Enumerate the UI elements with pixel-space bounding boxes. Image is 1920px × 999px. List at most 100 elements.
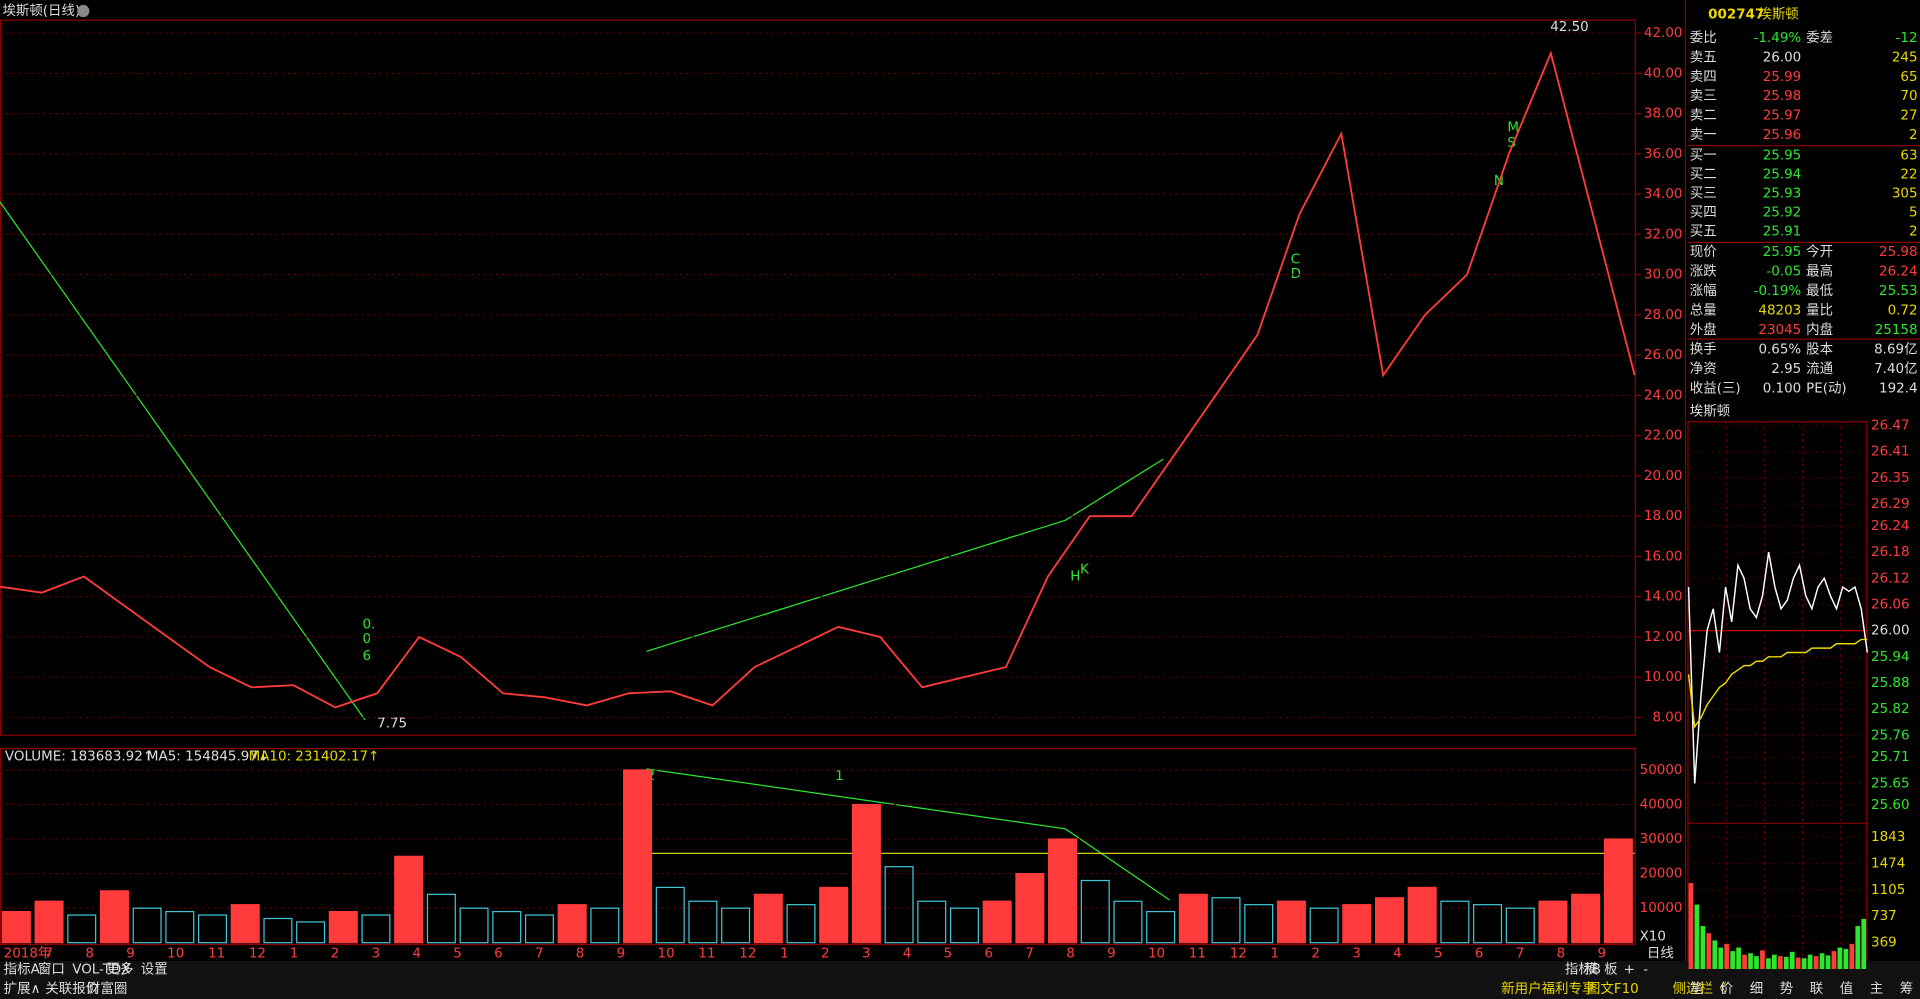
toolbar — [0, 961, 1920, 999]
intraday-title: 埃斯顿 — [1690, 403, 1730, 419]
x-tick-label: 1 — [290, 947, 299, 962]
quote-cell: 卖四 — [1690, 69, 1717, 85]
toolbar-button[interactable]: 模 — [1584, 962, 1597, 978]
x-tick-label: 8 — [1557, 947, 1566, 962]
quote-cell: -0.05 — [1766, 265, 1801, 280]
legend-entry: MA5: 154845.97↓ — [147, 750, 269, 765]
legend-entry: VOLUME: 183683.92↑ — [5, 750, 154, 765]
toolbar-button[interactable]: 板 — [1604, 962, 1617, 978]
toolbar-button[interactable]: 筹 — [1900, 980, 1913, 997]
y-tick-label: 26.24 — [1871, 519, 1910, 534]
y-tick-label: 20000 — [1640, 867, 1683, 882]
quote-cell: 25.97 — [1763, 109, 1802, 124]
x-tick-label: 6 — [984, 947, 993, 962]
quote-cell: 192.4 — [1879, 381, 1918, 396]
annotation: 0 — [362, 632, 371, 647]
chart-title: 埃斯顿(日线) — [2, 3, 80, 19]
intraday-volume-bar — [1742, 954, 1747, 970]
quote-cell: 最低 — [1806, 283, 1833, 299]
toolbar-button[interactable]: 新用户福利专享 — [1501, 980, 1595, 997]
x-tick-label: 5 — [1434, 947, 1443, 962]
y-tick-label: 1843 — [1871, 830, 1905, 845]
x-tick-label: 2 — [821, 947, 830, 962]
quote-cell: 7.40亿 — [1874, 361, 1917, 377]
toolbar-button[interactable]: 设置 — [141, 962, 168, 978]
stock-name: 埃斯顿 — [1758, 7, 1798, 23]
quote-cell: 卖二 — [1690, 108, 1717, 124]
y-tick-label: 25.94 — [1871, 650, 1910, 665]
x-tick-label: 2018年 — [4, 946, 52, 962]
toolbar-button[interactable]: 侧边栏《 — [1673, 981, 1727, 997]
volume-bar — [1538, 900, 1568, 944]
volume-bar — [917, 900, 947, 944]
toolbar-button[interactable]: 关联报价 — [45, 981, 99, 997]
quote-cell: 26.00 — [1763, 51, 1802, 66]
toolbar-button[interactable]: 更多 — [107, 961, 134, 978]
intraday-volume-bar — [1760, 950, 1765, 970]
x-tick-label: 11 — [208, 947, 225, 962]
y-tick-label: 737 — [1871, 909, 1897, 924]
volume-bar — [1080, 879, 1110, 944]
period-label: 日线 — [1647, 946, 1674, 962]
y-tick-label: 42.00 — [1644, 26, 1683, 41]
volume-bar — [394, 855, 424, 944]
volume-bar — [1473, 904, 1503, 944]
y-tick-label: 36.00 — [1644, 147, 1683, 162]
menu-icon[interactable] — [77, 4, 90, 18]
volume-bar — [1178, 893, 1208, 944]
y-tick-label: 26.18 — [1871, 545, 1910, 560]
toolbar-button[interactable]: VOL-TDX — [72, 963, 130, 978]
volume-bar — [753, 893, 783, 944]
quote-cell: 27 — [1900, 109, 1917, 124]
toolbar-button[interactable]: 图文F10 — [1587, 981, 1639, 997]
toolbar-button[interactable]: 势 — [1780, 981, 1793, 997]
x-tick-label: 3 — [371, 947, 380, 962]
quote-cell: 买三 — [1690, 185, 1717, 201]
trend-line — [0, 201, 366, 721]
toolbar-button[interactable]: 价 — [1720, 982, 1734, 997]
x-tick-label: 4 — [903, 947, 912, 962]
intraday-line — [1687, 638, 1868, 729]
toolbar-button[interactable]: 财富圈 — [87, 980, 127, 997]
x-tick-label: 8 — [85, 947, 94, 962]
toolbar-button[interactable]: 指标A — [4, 962, 41, 978]
volume-bar — [949, 907, 979, 944]
y-tick-label: 38.00 — [1644, 107, 1683, 122]
toolbar-button[interactable]: - — [1643, 963, 1648, 978]
toolbar-button[interactable]: + — [1624, 963, 1635, 978]
y-tick-label: 10.00 — [1644, 670, 1683, 685]
y-tick-label: 26.06 — [1871, 597, 1910, 612]
toolbar-button[interactable]: 笔 — [1690, 981, 1703, 997]
quote-cell: 25.53 — [1879, 284, 1918, 299]
quote-cell: 22 — [1900, 167, 1917, 182]
x-tick-label: 1 — [780, 947, 789, 962]
quote-cell: 305 — [1892, 186, 1918, 201]
toolbar-button[interactable]: 指标B — [1565, 962, 1601, 978]
toolbar-button[interactable]: 窗口 — [38, 961, 65, 978]
toolbar-button[interactable]: 主 — [1870, 981, 1883, 997]
quote-cell: 25.95 — [1763, 148, 1802, 163]
volume-bar — [165, 910, 195, 944]
toolbar-button[interactable]: 扩展∧ — [4, 981, 41, 997]
volume-bar — [1211, 897, 1241, 944]
main-frame — [0, 19, 1636, 736]
y-tick-label: 26.47 — [1871, 419, 1910, 434]
intraday-volume-bar — [1712, 940, 1718, 970]
toolbar-button[interactable]: 值 — [1840, 981, 1853, 997]
volume-bar — [655, 886, 685, 944]
volume-bar — [1048, 838, 1078, 944]
toolbar-button[interactable]: 联 — [1810, 981, 1823, 997]
x-tick-label: 9 — [617, 947, 626, 962]
quote-cell: -0.19% — [1754, 284, 1802, 299]
quote-cell: 25.91 — [1763, 224, 1802, 239]
quote-cell: 25.98 — [1763, 89, 1802, 104]
toolbar-button[interactable]: 细 — [1750, 981, 1763, 997]
intraday-volume-bar — [1831, 951, 1837, 970]
volume-bar — [67, 914, 97, 944]
quote-cell: 25.95 — [1763, 245, 1802, 260]
volume-bar — [590, 907, 620, 944]
volume-bar — [524, 914, 554, 944]
x-tick-label: 7 — [1516, 947, 1525, 962]
intraday-volume-bar — [1855, 926, 1861, 970]
intraday-volume-bar — [1748, 953, 1753, 970]
